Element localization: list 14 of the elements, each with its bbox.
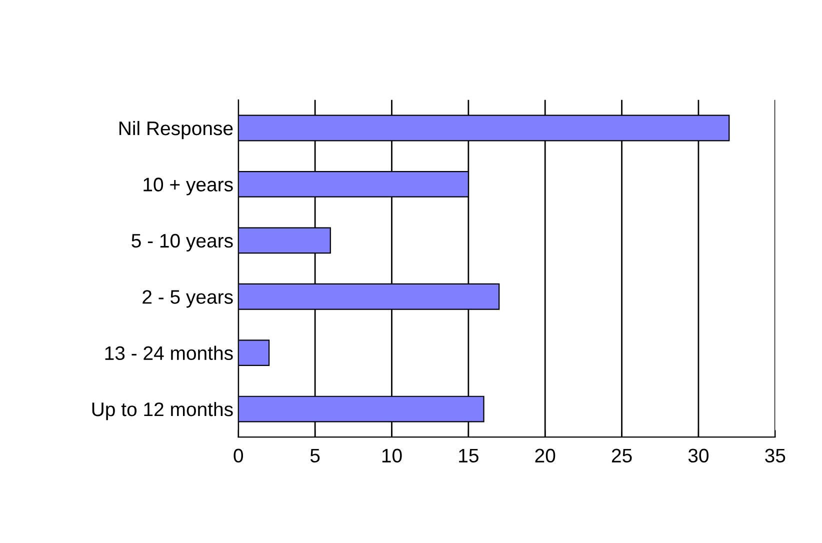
x-tick-label: 5 [310,448,320,463]
x-tick-label: 20 [535,448,556,463]
y-tick-label: Nil Response [119,120,233,140]
y-tick-label: 10 + years [144,178,233,196]
x-tick-label: 25 [612,448,632,463]
y-tick-label: 2 - 5 years [142,290,233,308]
y-tick-label: 13 - 24 months [105,346,233,360]
x-tick-label: 15 [459,448,478,463]
x-tick-label: 10 [382,448,402,463]
y-tick-label: Up to 12 months [92,402,233,420]
x-tick-label: 0 [234,448,244,463]
x-tick-label: 30 [688,448,709,463]
y-tick-label: 5 - 10 years [132,234,233,252]
x-tick-label: 35 [765,448,786,463]
